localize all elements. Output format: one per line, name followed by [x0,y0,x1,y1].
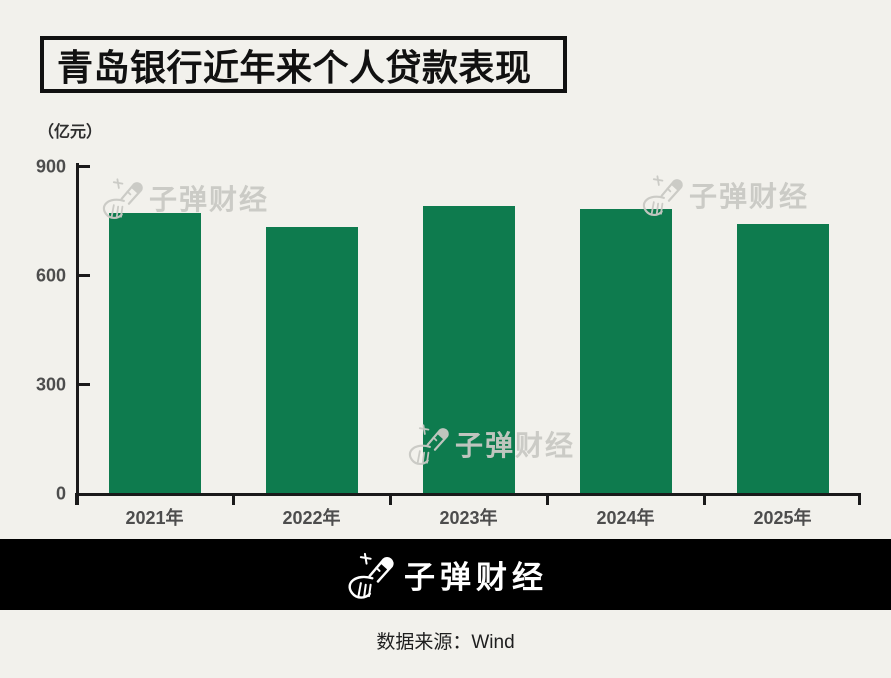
y-axis-tick-label: 0 [55,483,66,504]
bar-2021 [108,213,201,493]
bar-2025 [736,224,829,493]
y-axis-tick [79,383,90,386]
chart-title-box: 青岛银行近年来个人贷款表现 [40,36,567,93]
y-axis-unit-label: （亿元） [38,124,103,141]
y-axis-tick-label: 900 [35,156,66,177]
bullet-finance-logo-icon [343,549,395,601]
x-axis-tick-label: 2025年 [753,508,812,528]
y-axis-tick [79,165,90,168]
bar-2023 [422,205,515,493]
chart-title: 青岛银行近年来个人贷款表现 [57,46,532,88]
x-axis-tick [703,493,706,505]
y-axis-tick-label: 600 [35,265,66,286]
data-source-line: 数据来源：Wind [376,632,515,653]
x-axis-line [76,493,861,496]
bar-2024 [579,208,672,493]
x-axis-tick-label: 2023年 [439,508,498,528]
x-axis-tick-label: 2022年 [282,508,341,528]
watermark-text: 子弹财经 [689,181,810,212]
x-axis-tick [75,493,78,505]
bar-2022 [265,226,358,493]
footer-brand-text: 子弹财经 [404,560,548,595]
x-axis-tick [546,493,549,505]
x-axis-tick [858,493,861,505]
x-axis-tick-label: 2021年 [125,508,184,528]
y-axis-tick-label: 300 [35,374,66,395]
footer-brand-band: 子弹财经 [0,539,891,610]
x-axis-tick [389,493,392,505]
y-axis-line [76,163,79,505]
x-axis-tick [232,493,235,505]
y-axis-tick [79,274,90,277]
x-axis-tick-label: 2024年 [596,508,655,528]
watermark-text: 子弹财经 [149,184,270,215]
